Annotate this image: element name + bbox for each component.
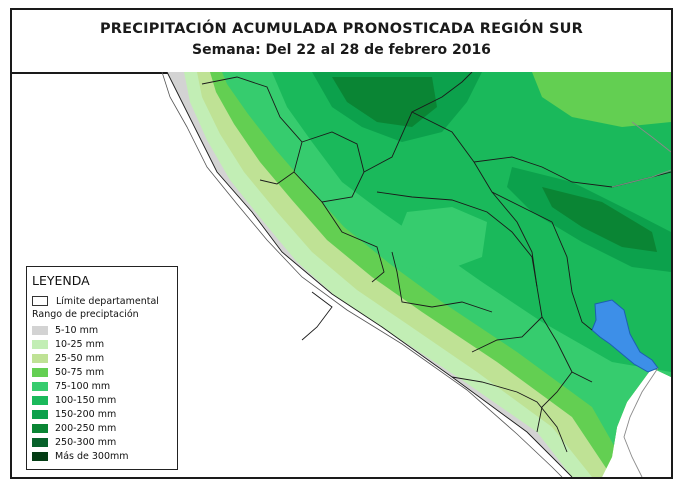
band-75-100-inner [397,207,487,272]
legend-item-label: 50-75 mm [55,366,105,378]
legend-item-label: 200-250 mm [55,422,117,434]
band-200-250-east [542,187,657,252]
legend-swatch [32,409,48,419]
legend-item: Más de 300mm [32,449,173,463]
legend-item: 150-200 mm [32,407,173,421]
legend-swatch [32,423,48,433]
legend-item-label: 150-200 mm [55,408,117,420]
legend-range-label: Rango de preciptación [32,309,139,320]
band-50-75-ne [532,72,671,127]
legend-title: LEYENDA [32,273,90,288]
legend-item: 25-50 mm [32,351,173,365]
legend-boundary-row: Límite departamental [32,294,173,308]
legend-swatch [32,325,48,335]
legend: LEYENDA Límite departamental Rango de pr… [26,266,178,470]
legend-item-label: 75-100 mm [55,380,111,392]
legend-item-label: 250-300 mm [55,436,117,448]
legend-swatch [32,339,48,349]
international-border [611,121,671,477]
map-title: PRECIPITACIÓN ACUMULADA PRONOSTICADA REG… [99,21,584,37]
legend-swatch [32,367,48,377]
legend-swatch [32,395,48,405]
legend-swatch [32,381,48,391]
legend-item: 5-10 mm [32,323,173,337]
legend-item-label: 100-150 mm [55,394,117,406]
map-frame: PRECIPITACIÓN ACUMULADA PRONOSTICADA REG… [10,8,673,479]
legend-item-label: 10-25 mm [55,338,105,350]
legend-swatch [32,353,48,363]
legend-item: 250-300 mm [32,435,173,449]
legend-item: 50-75 mm [32,365,173,379]
title-box: PRECIPITACIÓN ACUMULADA PRONOSTICADA REG… [12,10,671,74]
coastline [161,72,563,477]
precipitation-bands [167,72,671,477]
precipitation-map [161,72,671,477]
legend-item-label: 5-10 mm [55,324,99,336]
legend-item: 75-100 mm [32,379,173,393]
map-subtitle: Semana: Del 22 al 28 de febrero 2016 [192,42,491,58]
legend-item: 200-250 mm [32,421,173,435]
legend-item: 100-150 mm [32,393,173,407]
legend-item-label: 25-50 mm [55,352,105,364]
legend-item-label: Más de 300mm [55,450,129,462]
legend-swatch [32,451,48,461]
lake-titicaca [591,299,659,373]
boundary-swatch [32,296,48,306]
map-area [12,72,671,477]
legend-classes: 5-10 mm 10-25 mm 25-50 mm 50-75 mm 75-100 mm… [32,323,173,463]
legend-item: 10-25 mm [32,337,173,351]
department-boundaries [166,72,671,477]
legend-swatch [32,437,48,447]
legend-boundary-label: Límite departamental [56,295,159,307]
